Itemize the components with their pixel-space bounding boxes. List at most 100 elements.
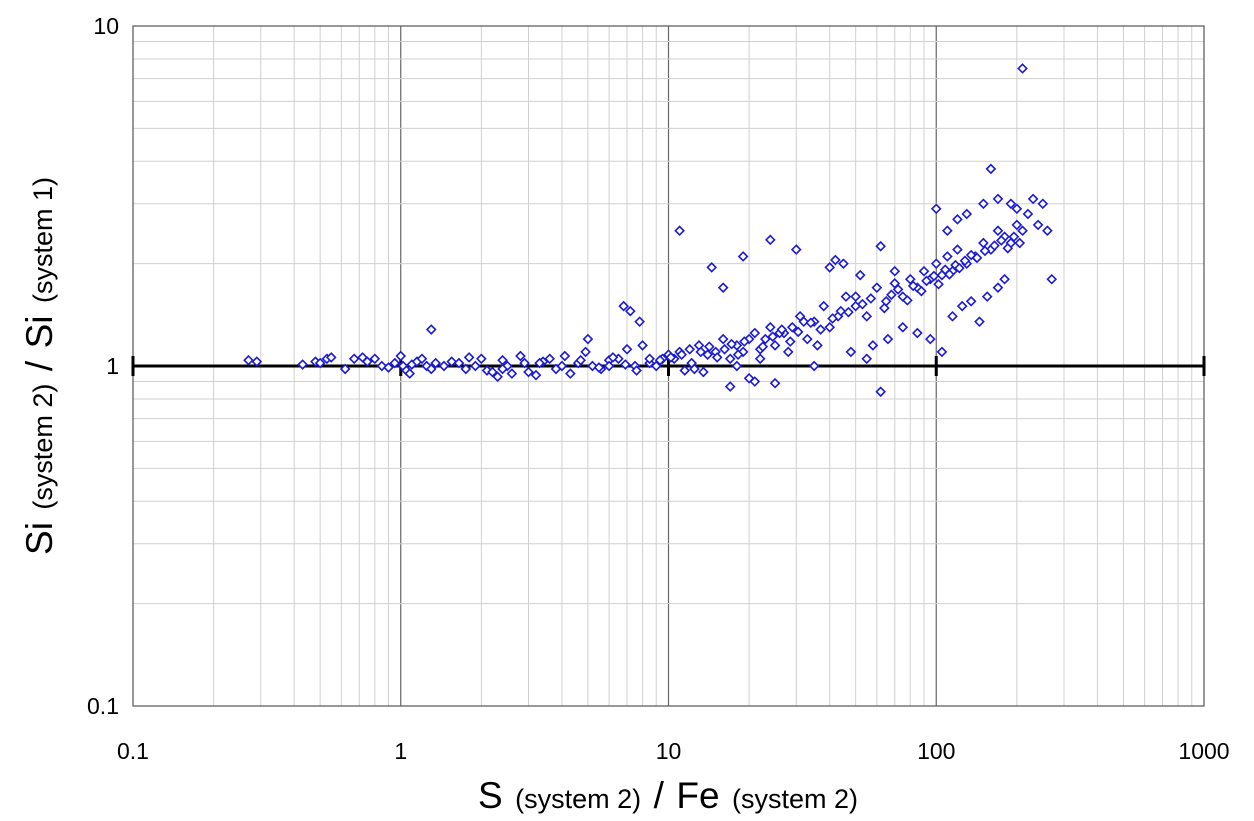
- data-point: [556, 360, 568, 372]
- data-point: [339, 363, 351, 375]
- data-point: [992, 282, 1004, 293]
- data-point: [644, 353, 655, 365]
- data-point: [676, 349, 688, 360]
- data-point: [965, 295, 977, 307]
- data-point: [961, 208, 973, 220]
- data-point: [974, 316, 985, 328]
- data-point: [1002, 242, 1014, 254]
- x-tick-label: 0.1: [117, 738, 149, 764]
- data-point: [930, 258, 942, 269]
- data-point: [534, 357, 545, 369]
- data-point: [361, 356, 373, 367]
- data-point: [724, 381, 736, 392]
- data-point: [603, 360, 615, 372]
- data-point: [515, 350, 526, 362]
- data-point: [776, 324, 788, 335]
- data-point: [369, 353, 381, 365]
- data-point: [1027, 193, 1039, 205]
- data-point: [463, 352, 475, 363]
- data-point: [845, 346, 857, 358]
- data-point: [764, 321, 776, 333]
- data-point: [830, 254, 841, 266]
- data-point: [348, 353, 360, 365]
- data-point: [416, 353, 428, 365]
- data-point: [395, 350, 407, 362]
- data-point: [871, 282, 883, 293]
- data-point: [650, 360, 662, 372]
- y-tick-label: 0.1: [87, 693, 119, 719]
- data-point: [544, 353, 556, 365]
- data-point: [802, 333, 813, 345]
- data-point: [492, 371, 503, 383]
- data-point: [559, 350, 571, 362]
- data-point: [886, 289, 897, 301]
- data-point: [453, 357, 465, 369]
- x-tick-label: 1: [394, 738, 407, 764]
- data-point: [912, 327, 923, 339]
- data-point: [506, 368, 518, 379]
- data-point: [861, 353, 873, 365]
- data-point: [1022, 208, 1034, 220]
- data-point: [882, 333, 894, 345]
- data-point: [243, 354, 254, 366]
- data-point: [565, 368, 576, 379]
- data-point: [624, 305, 636, 317]
- data-point: [698, 366, 709, 378]
- data-point: [897, 321, 909, 333]
- data-point: [1037, 198, 1049, 210]
- data-point: [731, 360, 743, 372]
- data-point: [944, 269, 955, 280]
- data-point: [404, 368, 416, 379]
- data-point: [1014, 237, 1026, 249]
- data-point: [743, 372, 755, 384]
- data-point: [487, 366, 498, 378]
- data-point: [711, 352, 723, 363]
- data-point: [861, 310, 873, 322]
- data-point: [389, 357, 401, 369]
- data-point: [907, 280, 919, 292]
- y-label-sub2: (system 1): [28, 177, 58, 303]
- data-point: [1042, 225, 1053, 237]
- data-point: [815, 324, 826, 335]
- y-tick-label: 10: [93, 13, 119, 39]
- data-point: [933, 278, 944, 290]
- x-tick-labels: 0.1 1 10 100 1000: [117, 738, 1230, 764]
- y-tick-label: 1: [106, 353, 119, 379]
- data-point: [985, 163, 997, 175]
- y-label-main: Si: [19, 522, 60, 555]
- data-point: [902, 295, 913, 306]
- data-point: [425, 363, 437, 375]
- data-point: [959, 255, 971, 267]
- data-point: [818, 300, 830, 312]
- data-point: [916, 285, 927, 297]
- data-point: [587, 360, 598, 372]
- y-axis-label: Si (system 2) / Si (system 1): [19, 177, 60, 555]
- data-point: [582, 333, 594, 345]
- data-point: [824, 321, 836, 333]
- data-point: [438, 360, 450, 372]
- data-point: [942, 251, 953, 262]
- data-point: [850, 291, 861, 302]
- data-point: [726, 338, 737, 350]
- x-label-main2: Fe: [676, 775, 719, 816]
- data-point: [784, 336, 796, 347]
- data-point: [971, 252, 983, 264]
- data-point: [1011, 219, 1023, 231]
- data-point: [717, 333, 729, 345]
- x-tick-label: 100: [917, 738, 955, 764]
- y-tick-labels: 0.1 1 10: [87, 13, 119, 719]
- data-point: [1032, 219, 1044, 231]
- data-point: [446, 356, 458, 367]
- data-point: [992, 193, 1004, 205]
- data-point: [995, 235, 1007, 246]
- data-point: [798, 316, 810, 328]
- data-point: [580, 346, 591, 358]
- data-point: [460, 363, 472, 375]
- data-point: [979, 245, 991, 257]
- data-point: [695, 346, 707, 358]
- data-point: [634, 316, 645, 328]
- data-point: [999, 273, 1010, 285]
- x-tick-label: 1000: [1178, 738, 1229, 764]
- data-point: [867, 340, 879, 351]
